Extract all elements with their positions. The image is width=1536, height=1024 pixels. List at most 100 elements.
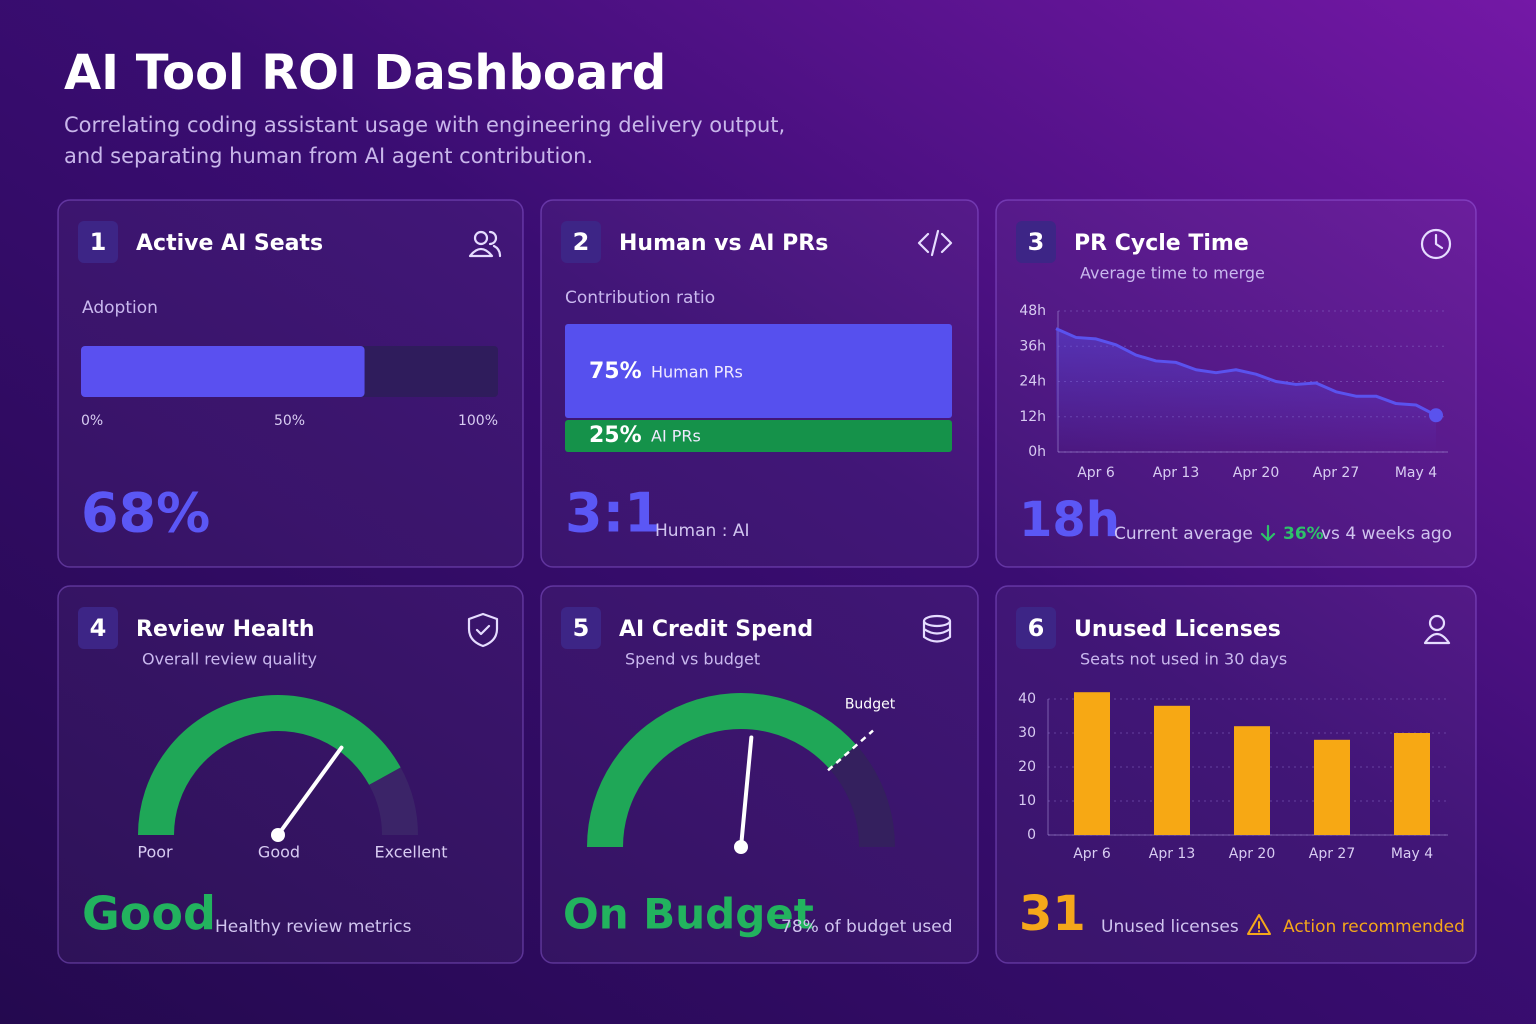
x-tick-label: 50%	[274, 413, 305, 429]
database-icon	[922, 614, 952, 643]
kpi-value: 68%	[81, 482, 210, 545]
x-tick-label: 100%	[458, 413, 498, 429]
y-tick-label: 24h	[1019, 374, 1046, 390]
cards: 1 Active AI Seats Adoption 0% 50% 100% 68% 2 Hum…	[57, 199, 1477, 964]
gauge-segment	[829, 745, 895, 848]
needle-pivot	[734, 840, 748, 854]
kpi-note: Current average	[1114, 524, 1253, 544]
bar	[1074, 692, 1110, 835]
card-badge	[561, 221, 601, 263]
x-tick-label: May 4	[1391, 846, 1433, 862]
clock-icon	[1420, 228, 1452, 260]
card-badge	[78, 221, 118, 263]
y-tick-label: 40	[1018, 691, 1036, 707]
change-note: vs 4 weeks ago	[1321, 524, 1452, 544]
bar	[1154, 705, 1190, 835]
kpi-value: 18h	[1019, 492, 1120, 548]
gauge-label: Poor	[137, 843, 173, 862]
segment-name: Human PRs	[651, 363, 743, 382]
x-tick-label: Apr 13	[1153, 465, 1199, 481]
x-tick-label: Apr 20	[1233, 465, 1279, 481]
gauge-needle	[276, 745, 344, 837]
line-end-point	[1429, 408, 1443, 423]
card-number: 3	[1028, 228, 1045, 256]
alert-text: Action recommended	[1283, 917, 1465, 937]
warning-icon	[1247, 914, 1271, 935]
needle-pivot	[271, 828, 285, 842]
y-tick-label: 12h	[1019, 409, 1046, 425]
y-tick-label: 48h	[1019, 303, 1046, 319]
card-title: Review Health	[136, 617, 315, 642]
kpi-note: Unused licenses	[1101, 917, 1239, 937]
kpi-note: 78% of budget used	[781, 917, 953, 937]
y-tick-label: 36h	[1019, 338, 1046, 354]
kpi-value: Good	[82, 887, 216, 941]
kpi-note: Human : AI	[655, 521, 750, 541]
card-number: 6	[1028, 614, 1045, 642]
x-tick-label: Apr 6	[1073, 846, 1111, 862]
card	[57, 585, 524, 964]
change-value: 36%	[1283, 524, 1324, 544]
card-number: 4	[90, 614, 107, 642]
stack-segment	[565, 420, 952, 452]
progress-fill	[81, 346, 365, 397]
card-title: Active AI Seats	[136, 231, 323, 256]
kpi-note: Healthy review metrics	[215, 917, 412, 937]
card-subtitle: Overall review quality	[142, 650, 317, 669]
card-badge	[78, 607, 118, 649]
card-title: PR Cycle Time	[1074, 231, 1249, 256]
gauge-needle	[739, 735, 754, 849]
card-number: 2	[573, 228, 590, 256]
bar	[1394, 733, 1430, 835]
x-tick-label: Apr 27	[1309, 846, 1355, 862]
y-tick-label: 0	[1027, 827, 1036, 843]
card-badge	[561, 607, 601, 649]
y-tick-label: 30	[1018, 725, 1036, 741]
x-tick-label: Apr 20	[1229, 846, 1275, 862]
gauge-label: Excellent	[374, 843, 447, 862]
card-number: 1	[90, 228, 107, 256]
x-tick-label: 0%	[81, 413, 103, 429]
card-title: Unused Licenses	[1074, 617, 1281, 642]
page-title: AI Tool ROI Dashboard	[64, 45, 666, 101]
y-tick-label: 10	[1018, 793, 1036, 809]
card-title: Human vs AI PRs	[619, 231, 828, 256]
y-tick-label: 0h	[1028, 444, 1046, 460]
card-subtitle: Spend vs budget	[625, 650, 760, 669]
segment-value-label: 25%	[589, 423, 642, 448]
card-badge	[1016, 607, 1056, 649]
card-subtitle: Average time to merge	[1080, 264, 1265, 283]
card-title: AI Credit Spend	[619, 617, 813, 642]
card-label: Contribution ratio	[565, 288, 715, 308]
card-subtitle: Seats not used in 30 days	[1080, 650, 1287, 669]
card-label: Adoption	[82, 298, 158, 318]
x-tick-label: May 4	[1395, 465, 1437, 481]
kpi-value: 31	[1019, 886, 1086, 942]
users-icon	[468, 230, 502, 258]
user-icon	[1423, 614, 1451, 645]
page-subtitle: Correlating coding assistant usage with …	[64, 113, 785, 137]
icons	[467, 228, 1452, 648]
bar	[1234, 726, 1270, 835]
segment-name: AI PRs	[651, 427, 701, 446]
card	[540, 585, 979, 964]
card-number: 5	[573, 614, 590, 642]
code-icon	[917, 229, 953, 257]
budget-label: Budget	[845, 697, 896, 713]
stack-segment	[565, 324, 952, 418]
kpi-value: 3:1	[565, 482, 662, 545]
shield-icon	[467, 612, 499, 648]
gauge-segment	[587, 693, 857, 848]
gauge-segment	[138, 695, 401, 836]
page-subtitle: and separating human from AI agent contr…	[64, 144, 593, 168]
x-tick-label: Apr 13	[1149, 846, 1195, 862]
kpi-value: On Budget	[563, 890, 814, 939]
x-tick-label: Apr 6	[1077, 465, 1115, 481]
segment-value-label: 75%	[589, 359, 642, 384]
card-badge	[1016, 221, 1056, 263]
y-tick-label: 20	[1018, 759, 1036, 775]
down-arrow-icon	[1260, 524, 1276, 542]
